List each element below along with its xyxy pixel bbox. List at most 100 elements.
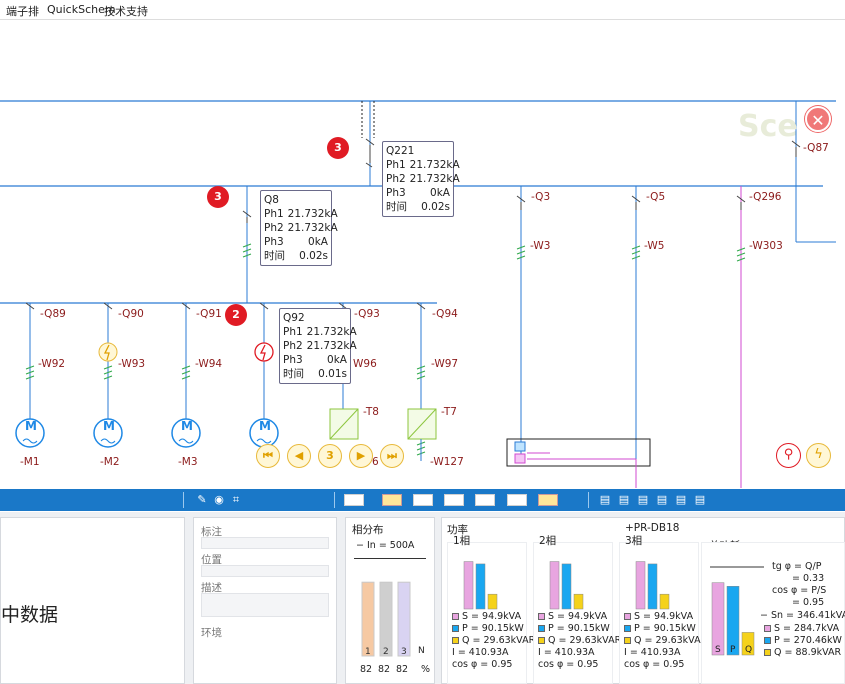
tooltip-value: 0kA — [308, 236, 328, 248]
fault-badge-q221[interactable]: 3 — [327, 137, 349, 159]
previous-page-icon[interactable]: ◀ — [287, 444, 311, 468]
location-field[interactable] — [201, 565, 329, 577]
short-circuit-icon[interactable]: ϟ — [806, 443, 831, 468]
label-q89: -Q89 — [40, 308, 66, 320]
description-field[interactable] — [201, 593, 329, 617]
label-m1: -M1 — [20, 456, 40, 468]
close-icon[interactable]: ✕ — [805, 106, 831, 132]
menu-terminal-strip[interactable]: 端子排 — [6, 5, 39, 18]
annotation-field[interactable] — [201, 537, 329, 549]
nominal-current: − In = 500A — [356, 540, 415, 551]
phase-power-card: 2相 S = 94.9kVA P = 90.15kW Q = 29.63kVAR I =… — [533, 535, 621, 684]
phase-bar-label: 3 — [401, 647, 407, 657]
tooltip-title: Q8 — [264, 194, 279, 206]
legend-swatch-p — [764, 637, 771, 644]
tooltip-key: Ph2 — [264, 222, 284, 234]
phase-card-title: 1相 — [453, 535, 471, 547]
phase-card-title: 2相 — [539, 535, 557, 547]
phase-q: Q = 29.63kVAR — [452, 635, 535, 647]
table-edit-icon[interactable]: ▤ — [618, 493, 630, 506]
phase-cos: cos φ = 0.95 — [452, 659, 513, 670]
tooltip-value: 21.732kA — [409, 159, 460, 171]
scan-icon[interactable]: ⌗ — [232, 493, 240, 506]
label-w92: -W92 — [38, 358, 66, 370]
tooltip-value: 21.732kA — [409, 173, 460, 185]
label-t7: -T7 — [441, 406, 457, 418]
view-table-icon[interactable] — [344, 494, 364, 506]
watermark-text: Sce — [738, 109, 798, 144]
last-page-icon[interactable]: ⏭ — [380, 444, 404, 468]
next-page-icon[interactable]: ▶ — [349, 444, 373, 468]
phase-s-text: S = 94.9kVA — [634, 611, 694, 622]
phase-bar-p — [647, 563, 658, 610]
table-edit-icon[interactable]: ▤ — [599, 493, 611, 506]
phase-value-1: 82 — [360, 664, 373, 675]
label-w303: -W303 — [749, 240, 783, 252]
legend-swatch-q — [764, 649, 771, 656]
tooltip-key: Ph3 — [283, 354, 303, 366]
table-edit-icon[interactable]: ▤ — [637, 493, 649, 506]
fault-search-icon[interactable]: ⚲ — [776, 443, 801, 468]
page-number-indicator[interactable]: 3 — [318, 444, 342, 468]
first-page-icon[interactable]: ⏮ — [256, 444, 280, 468]
menu-quickschem[interactable]: QuickSchem — [47, 3, 116, 16]
total-bar-q — [741, 632, 755, 656]
view-summary-icon[interactable] — [538, 494, 558, 506]
view-power-icon[interactable] — [382, 494, 402, 506]
view-grid-icon[interactable] — [475, 494, 495, 506]
tg-value: = 0.33 — [792, 573, 825, 584]
phase-bar-label: 2 — [383, 647, 389, 657]
legend-swatch-s — [764, 625, 771, 632]
tooltip-value: 0.02s — [421, 201, 450, 213]
view-list-icon[interactable] — [413, 494, 433, 506]
table-edit-icon[interactable]: ▤ — [694, 493, 706, 506]
view-chart-icon[interactable] — [444, 494, 464, 506]
phase-s: S = 94.9kVA — [624, 611, 693, 623]
tooltip-q92: Q92 Ph1 21.732kA Ph2 21.732kA Ph3 0kA 时间 0.0… — [279, 308, 357, 384]
phase-cos: cos φ = 0.95 — [624, 659, 685, 670]
data-panel-text: 中数据 — [1, 604, 59, 626]
legend-swatch-q — [624, 637, 631, 644]
rated-power: − Sn = 346.41kVA — [760, 610, 845, 621]
bottom-toolbar: ✎ ◉ ⌗ ▤ ▤ ▤ ▤ ▤ ▤ — [0, 489, 845, 511]
table-edit-icon[interactable]: ▤ — [656, 493, 668, 506]
phase-power-chart — [463, 561, 498, 610]
tg-formula: tg φ = Q/P — [772, 561, 822, 572]
phase-q: Q = 29.63kVAR — [624, 635, 707, 647]
properties-panel: 标注 位置 描述 环境 — [193, 517, 337, 684]
menu-tech-support[interactable]: 技术支持 — [104, 5, 148, 18]
table-edit-icon[interactable]: ▤ — [675, 493, 687, 506]
tooltip-key: Ph1 — [264, 208, 284, 220]
fault-badge-q8[interactable]: 3 — [207, 186, 229, 208]
view-columns-icon[interactable] — [507, 494, 527, 506]
phase-power-card: 1相 S = 94.9kVA P = 90.15kW Q = 29.63kVAR I =… — [447, 535, 535, 684]
tooltip-key: 时间 — [283, 368, 304, 380]
location-pin-icon[interactable]: ◉ — [214, 493, 224, 506]
phase-bar-s — [635, 561, 646, 610]
phase-bar-s — [549, 561, 560, 610]
tooltip-key: Ph1 — [283, 326, 303, 338]
label-annotation: 标注 — [201, 526, 222, 538]
total-p: P = 270.46kW — [764, 635, 842, 647]
label-w5: -W5 — [644, 240, 665, 252]
tooltip-value: 21.732kA — [287, 222, 338, 234]
label-w93: -W93 — [118, 358, 146, 370]
tooltip-key: Ph1 — [386, 159, 406, 171]
brush-icon[interactable]: ✎ — [197, 493, 207, 506]
device-name: +PR-DB18 — [625, 522, 680, 534]
tooltip-value: 21.732kA — [306, 340, 357, 352]
phase-s-text: S = 94.9kVA — [462, 611, 522, 622]
phase-unit: % — [421, 664, 431, 675]
phase-s-text: S = 94.9kVA — [548, 611, 608, 622]
fault-badge-q92[interactable]: 2 — [225, 304, 247, 326]
label-q3: -Q3 — [531, 191, 551, 203]
schematic-canvas[interactable]: Sce ✕ 3 3 2 Q221 Ph1 21.732kA Ph2 21.732kA… — [0, 21, 845, 488]
label-q94: -Q94 — [432, 308, 458, 320]
total-p-text: P = 270.46kW — [774, 635, 842, 646]
phase-p: P = 90.15kW — [538, 623, 610, 635]
phase-p-text: P = 90.15kW — [462, 623, 524, 634]
phase-cos: cos φ = 0.95 — [538, 659, 599, 670]
motor-icon: M — [181, 419, 193, 433]
total-bar-p — [726, 586, 740, 656]
